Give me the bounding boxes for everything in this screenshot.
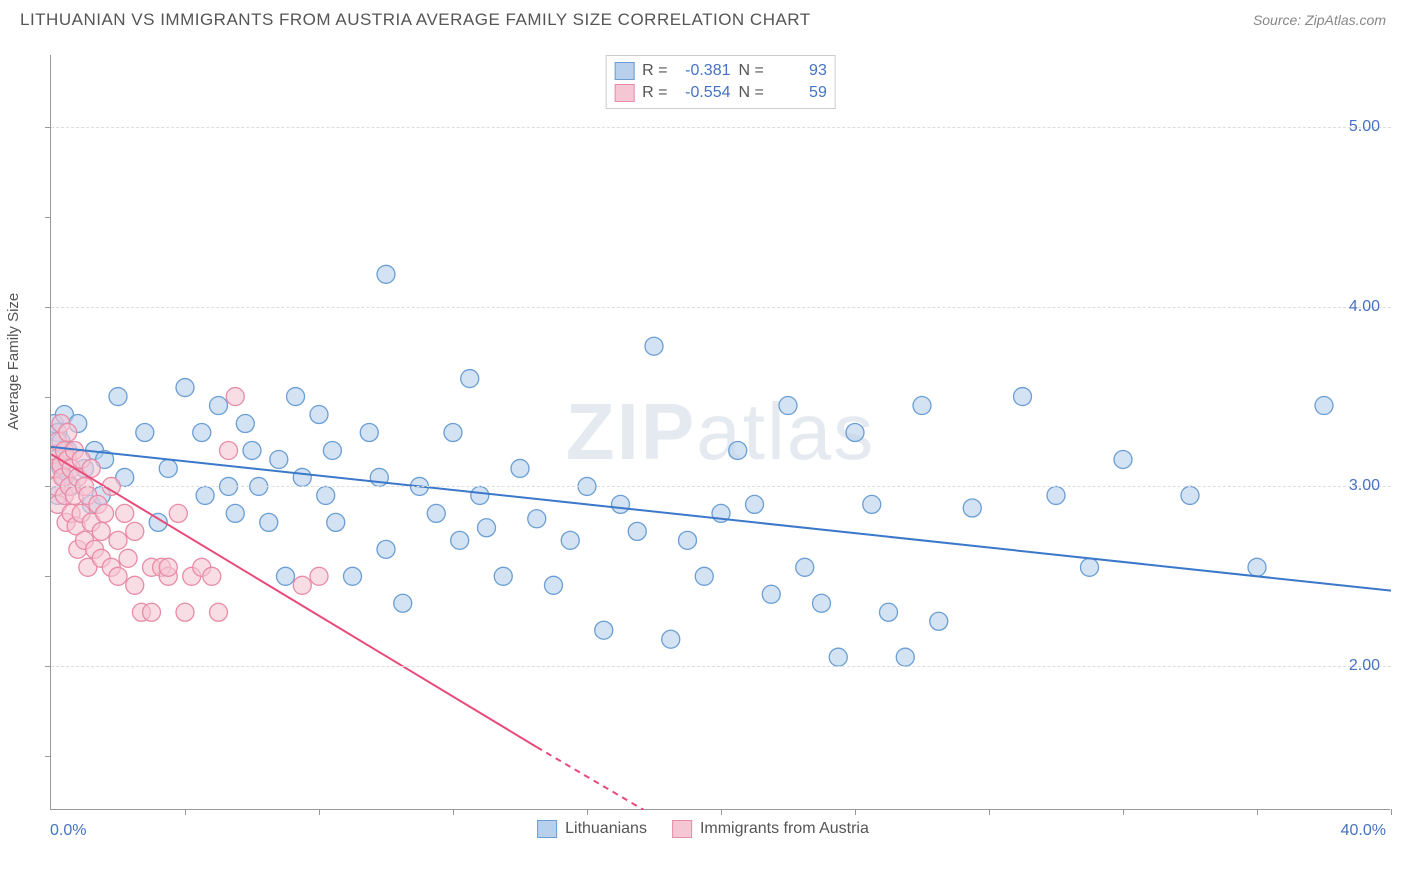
correlation-stats-box: R = -0.381 N = 93 R = -0.554 N = 59 <box>605 55 836 109</box>
stats-row-blue: R = -0.381 N = 93 <box>614 60 827 82</box>
swatch-blue <box>614 62 634 80</box>
source-name: ZipAtlas.com <box>1305 12 1386 28</box>
x-min-label: 0.0% <box>50 822 86 840</box>
x-max-label: 40.0% <box>1341 822 1386 840</box>
y-axis-title: Average Family Size <box>5 293 22 430</box>
legend-item-blue: Lithuanians <box>537 820 647 838</box>
r-label: R = <box>642 84 667 102</box>
r-value-pink: -0.554 <box>676 84 731 102</box>
r-value-blue: -0.381 <box>676 62 731 80</box>
legend-item-pink: Immigrants from Austria <box>672 820 869 838</box>
y-tick-label: 2.00 <box>1349 657 1380 675</box>
n-value-pink: 59 <box>772 84 827 102</box>
chart-title: LITHUANIAN VS IMMIGRANTS FROM AUSTRIA AV… <box>20 10 811 30</box>
swatch-pink <box>614 84 634 102</box>
legend-label-blue: Lithuanians <box>565 820 647 838</box>
y-tick-label: 5.00 <box>1349 118 1380 136</box>
r-label: R = <box>642 62 667 80</box>
n-value-blue: 93 <box>772 62 827 80</box>
y-tick-label: 4.00 <box>1349 298 1380 316</box>
legend-label-pink: Immigrants from Austria <box>700 820 869 838</box>
chart-plot-area: ZIPatlas R = -0.381 N = 93 R = -0.554 N … <box>50 55 1390 810</box>
scatter-svg <box>51 55 1391 810</box>
source-attribution: Source: ZipAtlas.com <box>1253 12 1386 28</box>
source-prefix: Source: <box>1253 12 1305 28</box>
swatch-blue <box>537 820 557 838</box>
y-tick-label: 3.00 <box>1349 477 1380 495</box>
n-label: N = <box>739 62 764 80</box>
series-legend: Lithuanians Immigrants from Austria <box>537 820 869 838</box>
n-label: N = <box>739 84 764 102</box>
stats-row-pink: R = -0.554 N = 59 <box>614 82 827 104</box>
swatch-pink <box>672 820 692 838</box>
